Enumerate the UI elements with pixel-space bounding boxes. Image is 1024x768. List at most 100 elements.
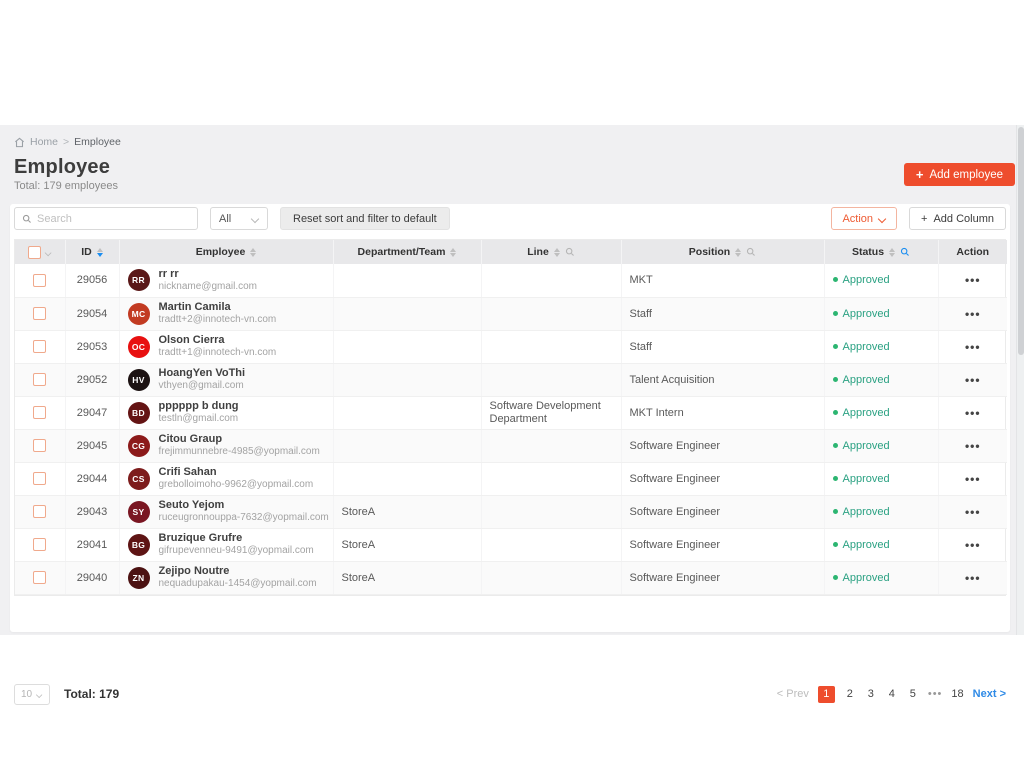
- chevron-down-icon: [252, 215, 259, 222]
- row-actions-button[interactable]: •••: [938, 495, 1007, 529]
- row-checkbox[interactable]: [33, 505, 47, 518]
- row-actions-button[interactable]: •••: [938, 330, 1007, 364]
- row-checkbox[interactable]: [33, 307, 47, 320]
- status-cell: Approved: [824, 429, 939, 463]
- column-search-icon[interactable]: [565, 247, 575, 257]
- column-header-line[interactable]: Line: [481, 240, 622, 264]
- sort-icon[interactable]: [96, 247, 103, 257]
- search-input[interactable]: [37, 212, 190, 225]
- table-footer: 10 Total: 179 < Prev 1 2 3 4 5 ••• 18 Next >: [14, 682, 1006, 706]
- line-cell: [481, 297, 622, 331]
- row-actions-button[interactable]: •••: [938, 561, 1007, 595]
- column-header-status[interactable]: Status: [824, 240, 939, 264]
- table-row: 29040 ZN Zejipo Noutre nequadupakau-1454@yo…: [15, 561, 1007, 595]
- sort-icon[interactable]: [735, 247, 742, 257]
- line-cell: [481, 264, 622, 298]
- row-checkbox[interactable]: [33, 340, 47, 353]
- reset-sort-filter-button[interactable]: Reset sort and filter to default: [280, 207, 450, 230]
- row-actions-button[interactable]: •••: [938, 363, 1007, 397]
- status-cell: Approved: [824, 396, 939, 430]
- employee-cell: BG Bruzique Grufre gifrupevenneu-9491@yopm…: [119, 528, 334, 562]
- position-cell: Software Engineer: [621, 561, 825, 595]
- table-row: 29045 CG Citou Graup frejimmunnebre-4985@yo…: [15, 429, 1007, 463]
- status-badge: Approved: [842, 538, 890, 551]
- filter-dropdown[interactable]: All: [210, 207, 268, 230]
- add-employee-button[interactable]: + Add employee: [903, 163, 1015, 186]
- select-all-checkbox[interactable]: [27, 245, 41, 259]
- page-number-18[interactable]: 18: [951, 688, 964, 700]
- row-checkbox[interactable]: [33, 273, 47, 287]
- department-cell: [333, 264, 482, 298]
- table-row: 29056 RR rr rr nickname@gmail.com MKT Approve…: [15, 264, 1007, 298]
- employee-name: Zejipo Noutre: [158, 565, 230, 577]
- breadcrumb-separator: >: [63, 136, 70, 148]
- status-badge: Approved: [842, 307, 890, 320]
- table-row: 29053 OC Olson Cierra tradtt+1@innotech-vn.…: [15, 330, 1007, 364]
- position-cell: MKT: [621, 264, 825, 298]
- breadcrumb-home[interactable]: Home: [30, 136, 59, 148]
- status-badge: Approved: [842, 571, 890, 584]
- column-header-employee[interactable]: Employee: [119, 240, 334, 264]
- page-number-5[interactable]: 5: [909, 688, 916, 700]
- row-checkbox[interactable]: [33, 571, 47, 584]
- vertical-scrollbar[interactable]: [1016, 125, 1024, 635]
- employee-email: ruceugronnouppa-7632@yopmail.com: [158, 512, 329, 523]
- row-actions-button[interactable]: •••: [938, 462, 1007, 496]
- status-dot-icon: [832, 574, 838, 580]
- pagination: < Prev 1 2 3 4 5 ••• 18 Next >: [776, 685, 1006, 703]
- row-actions-button[interactable]: •••: [938, 297, 1007, 331]
- row-select-cell: [15, 561, 66, 595]
- avatar: OC: [127, 335, 150, 358]
- sort-icon[interactable]: [250, 247, 257, 257]
- action-dropdown-button[interactable]: Action: [831, 207, 898, 230]
- employee-id-cell: 29045: [65, 429, 120, 463]
- page-number-1[interactable]: 1: [817, 685, 835, 703]
- column-search-icon[interactable]: [746, 247, 756, 257]
- add-column-button[interactable]: + Add Column: [909, 207, 1006, 230]
- select-options-chevron-icon[interactable]: [45, 249, 51, 255]
- page-number-2[interactable]: 2: [846, 688, 853, 700]
- employee-name: Martin Camila: [158, 301, 231, 313]
- employee-id-cell: 29040: [65, 561, 120, 595]
- employee-id-cell: 29052: [65, 363, 120, 397]
- page-size-selector[interactable]: 10: [14, 683, 50, 705]
- row-checkbox[interactable]: [33, 439, 47, 452]
- row-actions-button[interactable]: •••: [938, 528, 1007, 562]
- column-search-icon-active[interactable]: [900, 247, 910, 257]
- column-header-id[interactable]: ID: [65, 240, 120, 264]
- status-dot-icon: [832, 442, 838, 448]
- employee-name: Olson Cierra: [158, 334, 225, 346]
- line-cell: [481, 330, 622, 364]
- department-cell: [333, 396, 482, 430]
- employee-email: grebolloimoho-9962@yopmail.com: [158, 479, 314, 490]
- row-checkbox[interactable]: [33, 373, 47, 386]
- scrollbar-thumb[interactable]: [1018, 127, 1024, 355]
- sort-icon[interactable]: [889, 247, 896, 257]
- pagination-ellipsis[interactable]: •••: [927, 688, 943, 700]
- page-number-3[interactable]: 3: [867, 688, 874, 700]
- row-actions-button[interactable]: •••: [938, 396, 1007, 430]
- row-checkbox[interactable]: [33, 472, 47, 485]
- position-cell: MKT Intern: [621, 396, 825, 430]
- row-select-cell: [15, 264, 66, 298]
- row-select-cell: [15, 297, 66, 331]
- next-page-button[interactable]: Next >: [972, 688, 1006, 700]
- page-number-4[interactable]: 4: [888, 688, 895, 700]
- sort-icon[interactable]: [450, 247, 457, 257]
- employee-cell: RR rr rr nickname@gmail.com: [119, 264, 334, 298]
- search-box[interactable]: [14, 207, 198, 230]
- column-header-position[interactable]: Position: [621, 240, 825, 264]
- row-checkbox[interactable]: [33, 538, 47, 551]
- column-header-department[interactable]: Department/Team: [333, 240, 482, 264]
- line-cell: [481, 429, 622, 463]
- table-row: 29047 BD pppppp b dung testln@gmail.com Soft…: [15, 396, 1007, 430]
- row-actions-button[interactable]: •••: [938, 429, 1007, 463]
- department-cell: StoreA: [333, 495, 482, 529]
- row-checkbox[interactable]: [33, 406, 47, 419]
- prev-page-button[interactable]: < Prev: [776, 688, 809, 700]
- row-actions-button[interactable]: •••: [938, 264, 1007, 298]
- employee-cell: OC Olson Cierra tradtt+1@innotech-vn.com: [119, 330, 334, 364]
- column-label: Employee: [195, 246, 246, 258]
- avatar: BD: [127, 401, 150, 424]
- sort-icon[interactable]: [553, 247, 560, 257]
